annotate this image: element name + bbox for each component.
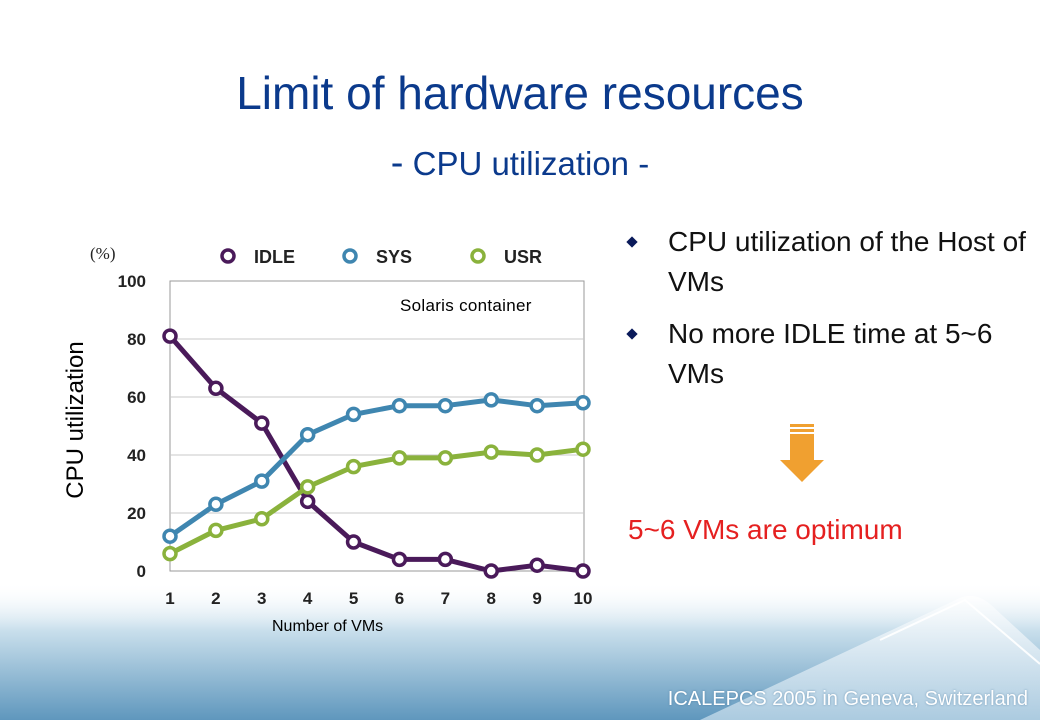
data-point-sys [254,473,270,489]
data-point-idle [483,563,499,579]
legend-label-sys: SYS [376,247,412,267]
subtitle-dash-right: - [638,145,650,182]
data-point-sys [483,392,499,408]
bullet-item: CPU utilization of the Host of VMs [626,222,1028,302]
data-point-sys [162,528,178,544]
x-tick-labels: 1 2 3 4 5 6 7 8 9 10 [165,589,592,608]
x-axis-label: Number of VMs [272,618,384,635]
y-tick-label: 40 [127,446,146,465]
data-point-sys [391,397,408,414]
data-point-usr [483,444,499,460]
series-line-idle [168,334,584,574]
footer-text: ICALEPCS 2005 in Geneva, Switzerland [667,688,1028,710]
legend-marker-usr [470,248,486,264]
bullet-text: CPU utilization of the Host of VMs [668,226,1026,297]
x-tick-label: 4 [303,589,313,608]
y-axis-label: CPU utilization [62,341,89,499]
data-point-idle [254,415,270,431]
series-line-usr [168,446,584,556]
data-point-idle [391,551,408,568]
down-arrow-icon [780,424,824,482]
data-point-sys [575,395,591,411]
x-tick-label: 9 [532,589,541,608]
data-point-idle [575,563,591,579]
bullet-text: No more IDLE time at 5~6 VMs [668,318,993,389]
x-tick-label: 6 [395,589,404,608]
x-tick-label: 10 [574,589,593,608]
legend-marker-sys [342,248,358,264]
x-tick-label: 8 [486,589,495,608]
data-point-idle [345,534,362,550]
data-point-idle [299,493,316,510]
data-point-usr [299,479,316,495]
data-point-usr [575,441,591,457]
data-point-idle [529,557,545,573]
legend-marker-idle [220,248,236,264]
diamond-bullet-icon [626,236,638,248]
slide-subtitle: - CPU utilization - [0,142,1040,185]
data-point-sys [529,397,545,414]
mountain-decoration [700,596,1040,720]
data-point-sys [437,397,454,414]
grid-lines [170,338,584,514]
y-unit-label: (%) [90,244,116,263]
data-point-usr [162,545,178,562]
data-point-usr [254,511,270,527]
series-lines [168,334,584,574]
data-point-sys [299,426,316,443]
series-line-sys [168,397,584,539]
data-point-idle [162,328,178,344]
data-points [162,328,591,579]
bullet-list: CPU utilization of the Host of VMs No mo… [626,222,1028,406]
x-tick-label: 3 [257,589,266,608]
x-tick-label: 1 [165,589,174,608]
y-tick-label: 20 [127,504,146,523]
x-tick-label: 7 [441,589,450,608]
y-tick-label: 80 [127,330,146,349]
y-tick-labels: 0 20 40 60 80 100 [118,272,146,581]
y-tick-label: 100 [118,272,146,291]
subtitle-dash-left: - [390,142,404,184]
y-tick-label: 0 [137,562,146,581]
x-tick-label: 5 [349,589,358,608]
conclusion-text: 5~6 VMs are optimum [628,514,903,545]
subtitle-text: CPU utilization [412,145,630,182]
legend: IDLE SYS USR [220,247,542,267]
data-point-usr [391,450,408,466]
data-point-sys [208,496,224,513]
diamond-bullet-icon [626,328,638,340]
y-tick-label: 60 [127,388,146,407]
legend-label-idle: IDLE [254,247,295,267]
data-point-idle [437,551,454,568]
bullet-item: No more IDLE time at 5~6 VMs [626,314,1028,394]
data-point-idle [208,380,224,397]
data-point-usr [437,450,454,466]
chart-annotation: Solaris container [400,296,532,315]
data-point-sys [345,406,362,423]
data-point-usr [529,447,545,463]
data-point-usr [345,458,362,475]
legend-label-usr: USR [504,247,542,267]
x-tick-label: 2 [211,589,220,608]
data-point-usr [208,522,224,539]
slide-title: Limit of hardware resources [236,67,804,119]
